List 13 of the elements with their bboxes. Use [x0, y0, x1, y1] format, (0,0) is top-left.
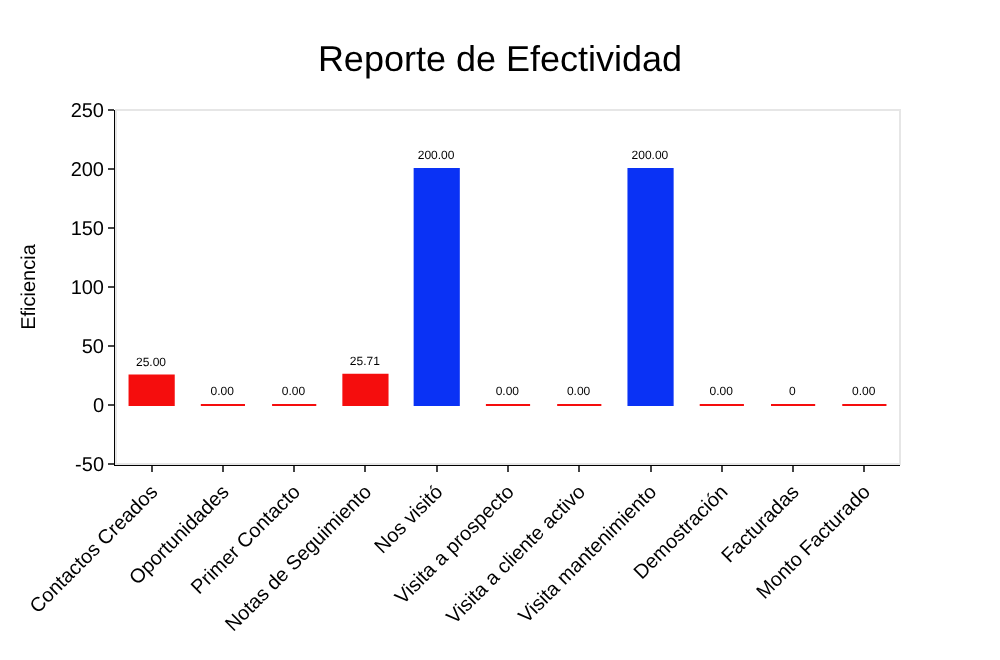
bar — [627, 168, 674, 406]
chart-title: Reporte de Efectividad — [317, 39, 683, 80]
y-tick-label: 0 — [92, 396, 105, 418]
y-tick-label: 50 — [81, 337, 105, 359]
bar — [342, 373, 389, 406]
y-axis-title: Eficiencia — [18, 243, 41, 330]
y-tick-label: 100 — [70, 278, 105, 300]
bar — [128, 374, 175, 406]
y-tick-label: 200 — [70, 160, 105, 182]
y-tick-label: 250 — [70, 101, 105, 123]
y-tick-label: 150 — [70, 219, 105, 241]
y-tick-label: -50 — [75, 455, 105, 477]
bar — [413, 168, 460, 406]
